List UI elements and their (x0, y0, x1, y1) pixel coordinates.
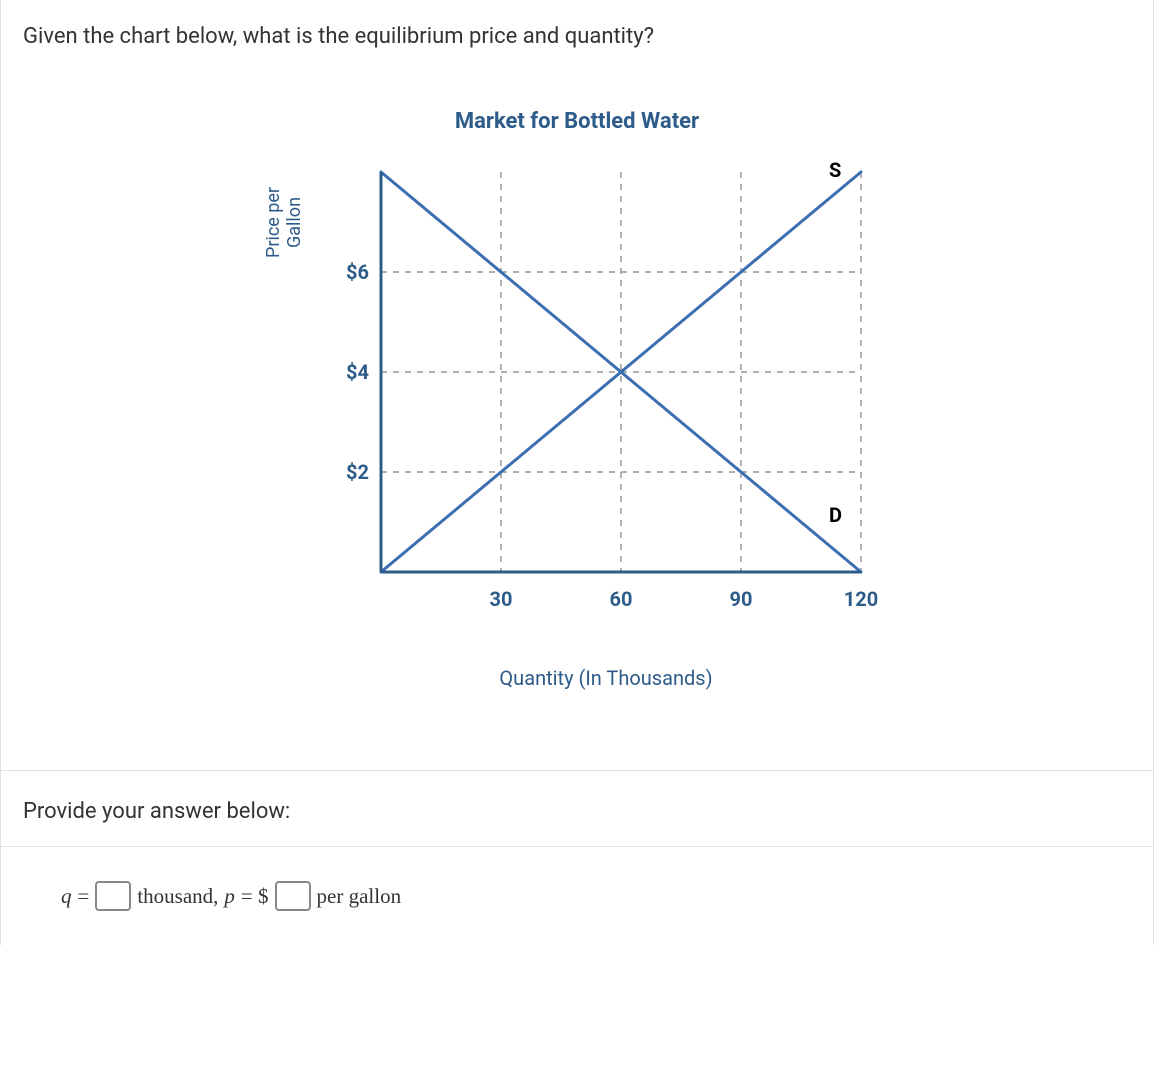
chart-title: Market for Bottled Water (263, 109, 891, 134)
svg-text:$6: $6 (346, 260, 369, 284)
svg-text:60: 60 (610, 587, 633, 611)
answer-prompt: Provide your answer below: (23, 799, 1131, 824)
equals-text: = (78, 884, 90, 909)
quantity-input[interactable] (95, 881, 131, 911)
svg-text:S: S (829, 162, 841, 182)
p-variable: p (224, 884, 235, 909)
question-text: Given the chart below, what is the equil… (23, 24, 1131, 49)
svg-text:120: 120 (844, 587, 878, 611)
svg-text:30: 30 (490, 587, 513, 611)
p-suffix: per gallon (317, 884, 402, 909)
svg-text:$4: $4 (346, 360, 369, 384)
svg-text:D: D (829, 503, 842, 527)
y-axis-label: Price per Gallon (263, 162, 305, 282)
svg-text:90: 90 (730, 587, 753, 611)
supply-demand-chart: 30 60 90 120 $2 $4 $6 S D (321, 162, 891, 622)
q-variable: q (61, 884, 72, 909)
p-equals-text: = $ (241, 884, 269, 909)
chart-container: Market for Bottled Water Price per Gallo… (23, 49, 1131, 730)
svg-text:$2: $2 (346, 460, 369, 484)
q-suffix: thousand, (137, 884, 218, 909)
answer-input-row: q = thousand, p = $ per gallon (1, 846, 1153, 945)
x-axis-label: Quantity (In Thousands) (321, 666, 891, 690)
price-input[interactable] (275, 881, 311, 911)
